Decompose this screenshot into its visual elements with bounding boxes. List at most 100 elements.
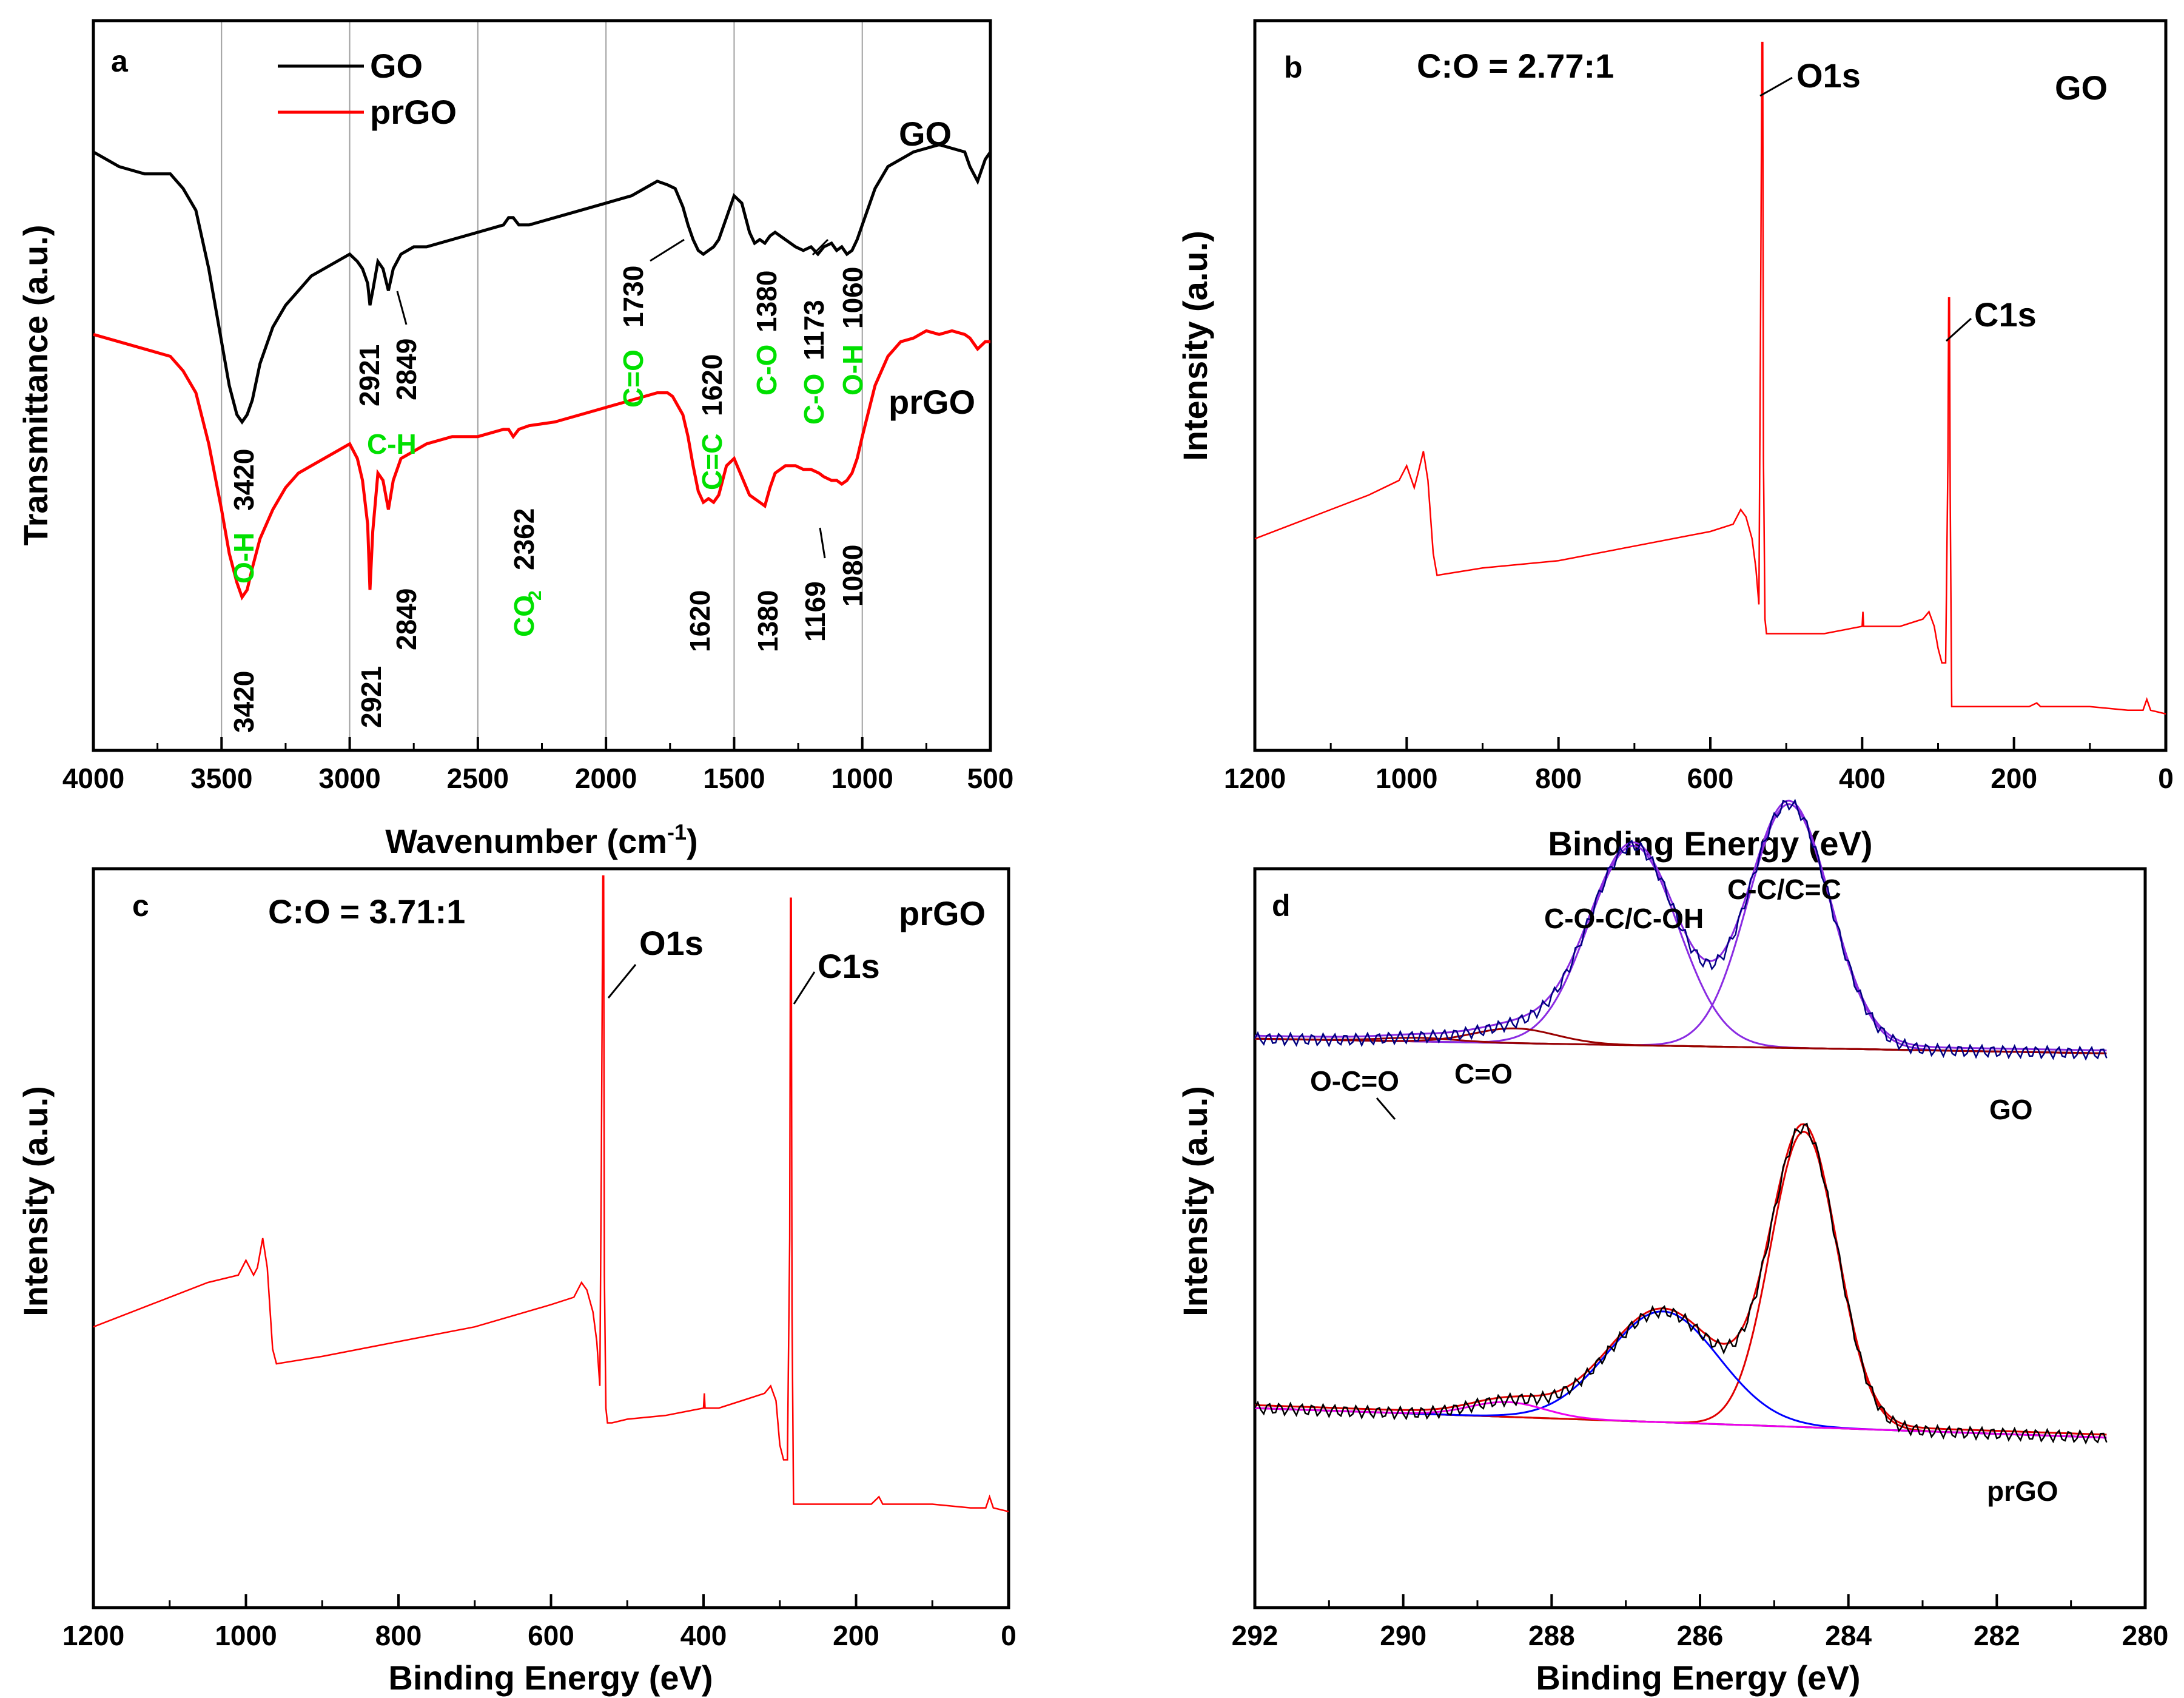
x-tick-label: 1200 [62,1620,124,1651]
panel-b-c1s-label: C1s [1974,295,2037,334]
x-tick-label: 280 [2122,1620,2169,1651]
x-tick-label: 1000 [832,763,893,794]
ann-2849-bot: 2849 [391,588,422,650]
panel-a-xlabel: Wavenumber (cm-1) [385,820,697,860]
prgo-component-c-o-c-c-oh [1254,1310,2107,1439]
x-tick-label: 288 [1528,1620,1575,1651]
panel-a-ylabel: Transmittance (a.u.) [16,224,55,545]
prgo-component-c-c-c-c [1254,1130,2107,1439]
panel-d-coc-label: C-O-C/C-OH [1544,903,1704,934]
panel-d-occ-arrow [1376,1097,1396,1120]
ann-1173: 1173 [798,300,830,360]
x-tick-label: 1000 [215,1620,277,1651]
panel-a-letter: a [111,44,129,78]
legend-prgo-label: prGO [370,93,457,131]
x-tick-label: 200 [833,1620,879,1651]
x-tick-label: 1200 [1224,763,1286,794]
panel-b-c1s-leader [1945,317,1972,342]
ann-c=c: C=C [696,434,728,490]
x-tick-label: 500 [967,763,1014,794]
ann-oh: O-H [228,533,260,584]
ann-c=o: C=O [617,349,649,408]
ann-2921-top: 2921 [354,345,385,406]
panel-d-prgo-label: prGO [1987,1475,2058,1507]
prgo-curve-label: prGO [889,383,975,421]
ann-1380-bot: 1380 [752,590,784,652]
x-tick-label: 2000 [575,763,637,794]
legend-go-label: GO [370,47,423,85]
x-tick-label: 4000 [62,763,124,794]
panel-c-o1s-label: O1s [639,924,704,962]
panel-b-ratio: C:O = 2.77:1 [1417,47,1614,85]
panel-c-o1s-leader [607,964,637,999]
panel-c-ratio: C:O = 3.71:1 [268,892,465,931]
x-tick-label: 0 [2158,763,2174,794]
x-tick-label: 1500 [703,763,765,794]
panel-c-ylabel: Intensity (a.u.) [16,1086,55,1316]
panel-d-curves [1254,798,2108,1445]
x-tick-label: 292 [1232,1620,1278,1651]
x-tick-label: 200 [1991,763,2037,794]
x-tick-label: 800 [375,1620,422,1651]
arrow-1730 [650,238,685,262]
panel-b-xlabel: Binding Energy (eV) [1548,824,1872,863]
arrow-2849 [396,291,408,325]
ann-co-1: C-O [751,345,782,396]
panel-b-sample: GO [2055,69,2108,107]
panel-b-o1s-label: O1s [1796,56,1861,95]
ann-2362: 2362 [508,508,540,570]
x-tick-label: 0 [1001,1620,1016,1651]
panel-d-ylabel: Intensity (a.u.) [1176,1086,1214,1316]
arrow-1169 [819,527,826,559]
x-tick-label: 1000 [1376,763,1437,794]
x-tick-label: 2500 [447,763,509,794]
arrow-1173 [811,238,829,256]
ann-co2: CO [508,595,540,637]
go-component-c-o-c-c-oh [1254,844,2107,1054]
ann-ch: C-H [367,428,417,460]
panel-a-ticks: 4000 3500 3000 2500 2000 1500 1000 500 [62,737,1014,794]
panel-d: 292 290 288 286 284 282 280 d GO prGO O-C=O C=… [1176,798,2169,1697]
panel-b: 1200 1000 800 600 400 200 0 b C:O = 2.77:1 GO … [1176,19,2174,863]
panel-b-o1s-leader [1759,76,1793,97]
x-tick-label: 400 [1839,763,1886,794]
ann-1060: 1060 [837,267,869,329]
ann-1169: 1169 [799,581,831,642]
ann-1380-top: 1380 [751,271,782,332]
panel-c: 1200 1000 800 600 400 200 0 c C:O = 3.71:1 prG… [16,867,1016,1697]
panel-c-sample: prGO [899,894,986,932]
x-tick-label: 3000 [318,763,380,794]
panel-c-c1s-leader [793,971,816,1005]
ann-oh-2: O-H [837,345,869,396]
panel-d-go-label: GO [1989,1094,2033,1125]
x-tick-label: 400 [680,1620,727,1651]
panel-d-letter: d [1272,889,1291,923]
x-tick-label: 282 [1974,1620,2020,1651]
x-tick-label: 800 [1535,763,1582,794]
x-tick-label: 290 [1380,1620,1426,1651]
prgo-envelope-fit [1254,1123,2107,1436]
panel-b-ticks: 1200 1000 800 600 400 200 0 [1224,737,2174,794]
panel-b-frame [1253,19,2168,752]
panel-a: 4000 3500 3000 2500 2000 1500 1000 500 a GO prG… [16,19,1014,860]
go-ftir-line [92,143,992,425]
panel-c-ticks: 1200 1000 800 600 400 200 0 [62,1594,1016,1651]
prgo-survey-line [93,875,1009,1512]
prgo-ftir-line [93,329,990,601]
prgo-raw-data [1254,1122,2108,1445]
ann-co-2: C-O [798,374,830,425]
ann-1620-top: 1620 [696,354,728,416]
panel-b-letter: b [1284,50,1303,84]
panel-c-letter: c [132,889,149,923]
panel-c-xlabel: Binding Energy (eV) [388,1659,713,1697]
panel-c-c1s-label: C1s [818,947,880,985]
ann-1620-bot: 1620 [684,590,716,652]
panel-b-ylabel: Intensity (a.u.) [1176,231,1214,461]
panel-d-xlabel: Binding Energy (eV) [1536,1659,1860,1697]
ann-3420-top: 3420 [228,449,260,511]
x-tick-label: 286 [1677,1620,1724,1651]
ann-2849-top: 2849 [391,339,422,400]
go-survey-line [1254,41,2166,715]
x-tick-label: 284 [1825,1620,1872,1651]
